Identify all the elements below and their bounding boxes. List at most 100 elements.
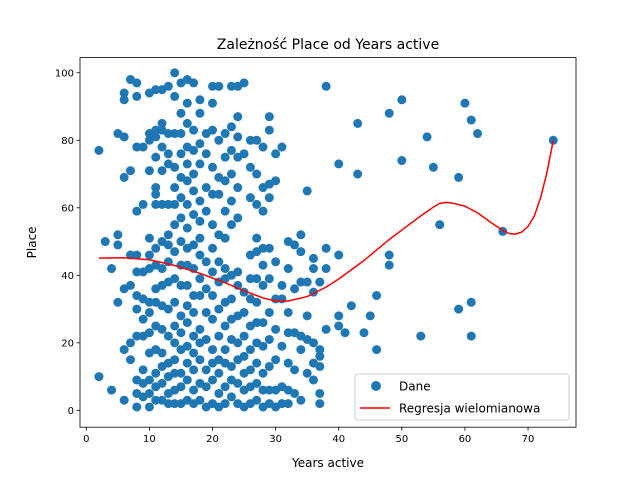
- scatter-point: [176, 149, 186, 159]
- scatter-point: [252, 378, 262, 388]
- scatter-point: [372, 345, 382, 355]
- scatter-point: [308, 253, 318, 263]
- scatter-point: [157, 118, 167, 128]
- scatter-point: [138, 199, 148, 209]
- scatter-point: [302, 186, 312, 196]
- scatter-point: [264, 307, 274, 317]
- scatter-point: [220, 152, 230, 162]
- scatter-point: [163, 81, 173, 91]
- scatter-point: [170, 247, 180, 257]
- scatter-point: [125, 250, 135, 260]
- scatter-point: [226, 196, 236, 206]
- scatter-point: [119, 132, 129, 142]
- scatter-point: [245, 365, 255, 375]
- scatter-point: [422, 132, 432, 142]
- scatter-point: [214, 304, 224, 314]
- scatter-point: [239, 331, 249, 341]
- scatter-point: [144, 166, 154, 176]
- y-tick-label: 20: [61, 338, 74, 349]
- scatter-point: [258, 243, 268, 253]
- scatter-point: [308, 375, 318, 385]
- legend-marker-dane: [371, 381, 381, 391]
- scatter-point: [239, 307, 249, 317]
- scatter-point: [334, 250, 344, 260]
- scatter-point: [163, 331, 173, 341]
- scatter-point: [132, 402, 142, 412]
- scatter-point: [416, 331, 426, 341]
- scatter-point: [233, 132, 243, 142]
- scatter-point: [315, 345, 325, 355]
- scatter-point: [290, 284, 300, 294]
- scatter-point: [252, 135, 262, 145]
- scatter-point: [264, 193, 274, 203]
- scatter-point: [201, 284, 211, 294]
- scatter-point: [226, 145, 236, 155]
- scatter-point: [189, 240, 199, 250]
- x-tick-label: 60: [459, 434, 472, 445]
- scatter-point: [170, 220, 180, 230]
- scatter-point: [201, 307, 211, 317]
- scatter-point: [302, 368, 312, 378]
- scatter-point: [176, 328, 186, 338]
- scatter-point: [239, 149, 249, 159]
- scatter-point: [208, 375, 218, 385]
- scatter-point: [214, 388, 224, 398]
- scatter-point: [264, 112, 274, 122]
- scatter-point: [353, 118, 363, 128]
- scatter-point: [151, 368, 161, 378]
- scatter-point: [258, 142, 268, 152]
- scatter-point: [264, 125, 274, 135]
- scatter-point: [144, 328, 154, 338]
- scatter-point: [182, 301, 192, 311]
- scatter-point: [296, 395, 306, 405]
- scatter-point: [195, 355, 205, 365]
- scatter-point: [271, 324, 281, 334]
- scatter-point: [353, 169, 363, 179]
- scatter-point: [384, 108, 394, 118]
- scatter-point: [125, 355, 135, 365]
- scatter-point: [176, 129, 186, 139]
- scatter-point: [428, 162, 438, 172]
- scatter-point: [397, 156, 407, 166]
- scatter-point: [107, 385, 117, 395]
- scatter-point: [170, 183, 180, 193]
- scatter-point: [252, 199, 262, 209]
- scatter-point: [176, 237, 186, 247]
- scatter-point: [189, 348, 199, 358]
- x-tick-label: 30: [269, 434, 282, 445]
- scatter-point: [321, 243, 331, 253]
- scatter-point: [132, 267, 142, 277]
- scatter-point: [208, 267, 218, 277]
- scatter-point: [132, 331, 142, 341]
- scatter-point: [157, 264, 167, 274]
- scatter-point: [201, 183, 211, 193]
- legend-label-dane: Dane: [399, 380, 431, 394]
- scatter-point: [283, 328, 293, 338]
- scatter-point: [548, 135, 558, 145]
- scatter-point: [296, 247, 306, 257]
- scatter-point: [151, 183, 161, 193]
- scatter-point: [290, 388, 300, 398]
- scatter-point: [163, 129, 173, 139]
- scatter-point: [163, 399, 173, 409]
- scatter-point: [252, 358, 262, 368]
- scatter-point: [252, 395, 262, 405]
- scatter-point: [359, 328, 369, 338]
- scatter-point: [195, 395, 205, 405]
- scatter-point: [308, 264, 318, 274]
- scatter-point: [113, 240, 123, 250]
- scatter-point: [283, 399, 293, 409]
- x-tick-label: 70: [522, 434, 535, 445]
- scatter-point: [119, 345, 129, 355]
- scatter-point: [189, 78, 199, 88]
- scatter-point: [226, 294, 236, 304]
- scatter-point: [226, 169, 236, 179]
- scatter-point: [208, 81, 218, 91]
- scatter-point: [245, 193, 255, 203]
- scatter-point: [220, 233, 230, 243]
- scatter-point: [296, 230, 306, 240]
- scatter-point: [132, 91, 142, 101]
- scatter-point: [119, 395, 129, 405]
- scatter-point: [271, 355, 281, 365]
- scatter-point: [290, 365, 300, 375]
